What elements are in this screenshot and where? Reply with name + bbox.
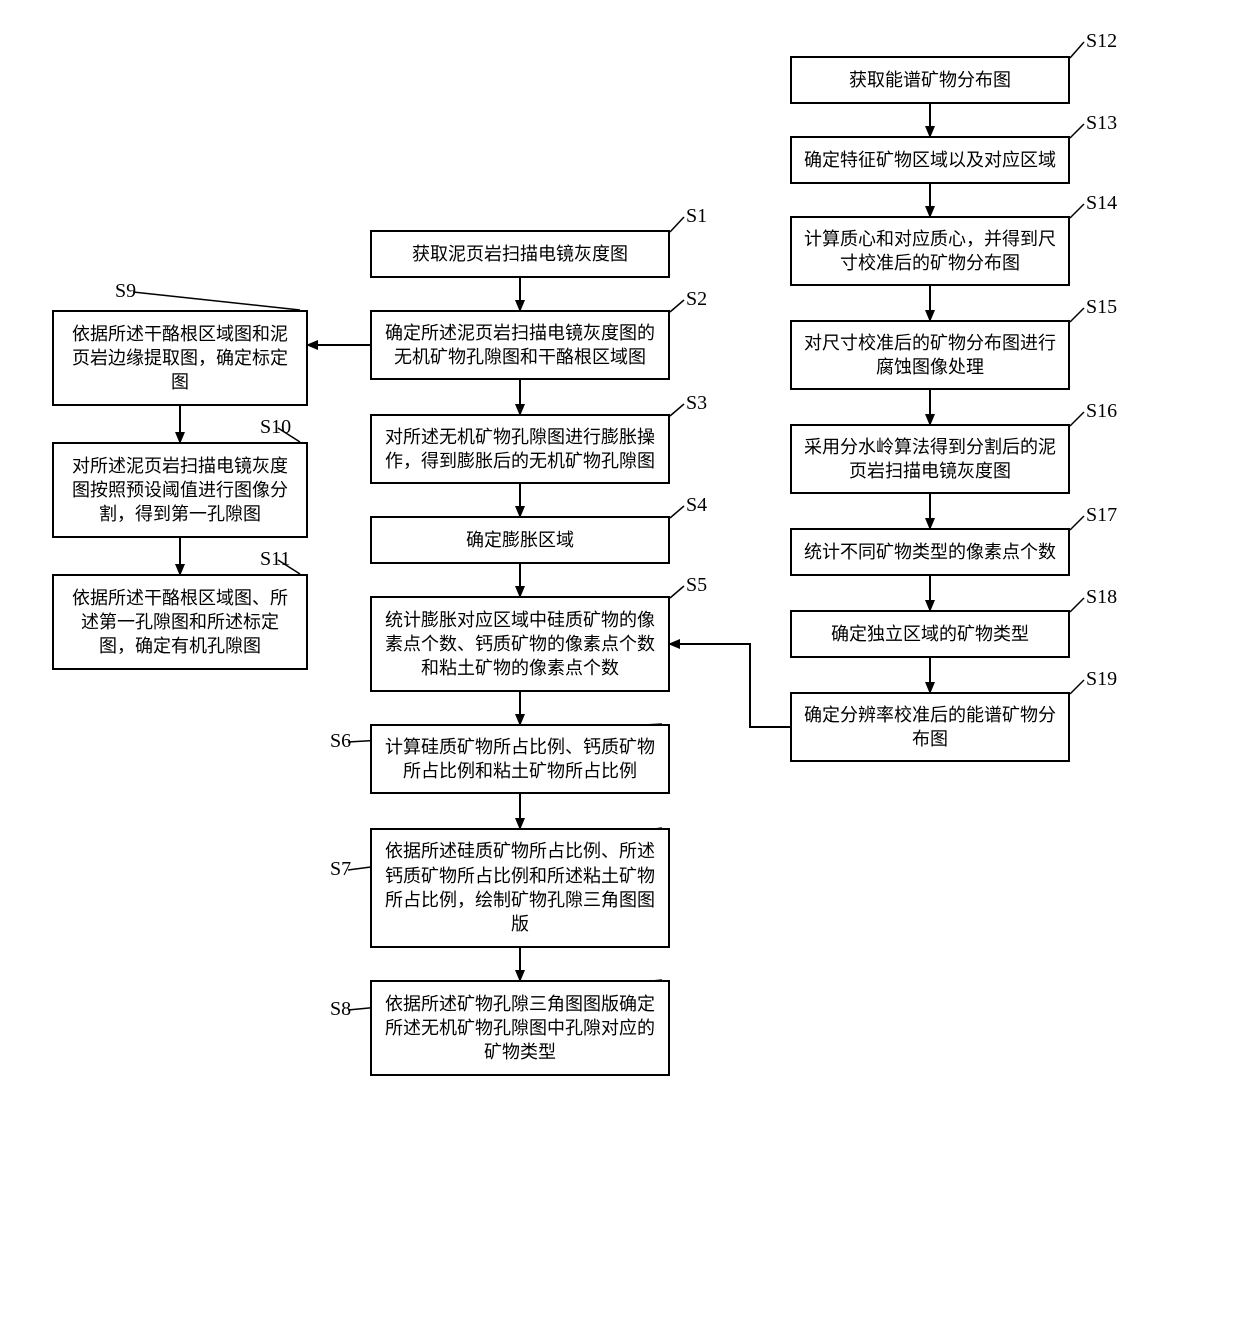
- step-label-s13: S13: [1086, 112, 1117, 135]
- step-label-s16: S16: [1086, 400, 1117, 423]
- flow-node-s1: 获取泥页岩扫描电镜灰度图: [370, 230, 670, 278]
- step-label-s12: S12: [1086, 30, 1117, 53]
- flow-node-s9: 依据所述干酪根区域图和泥页岩边缘提取图，确定标定图: [52, 310, 308, 406]
- step-label-s17: S17: [1086, 504, 1117, 527]
- step-label-s15: S15: [1086, 296, 1117, 319]
- flow-node-s13: 确定特征矿物区域以及对应区域: [790, 136, 1070, 184]
- step-label-s11: S11: [260, 548, 290, 571]
- flow-node-s16: 采用分水岭算法得到分割后的泥页岩扫描电镜灰度图: [790, 424, 1070, 494]
- step-label-s2: S2: [686, 288, 707, 311]
- flow-node-s5: 统计膨胀对应区域中硅质矿物的像素点个数、钙质矿物的像素点个数和粘土矿物的像素点个…: [370, 596, 670, 692]
- step-label-s3: S3: [686, 392, 707, 415]
- step-label-s4: S4: [686, 494, 707, 517]
- step-label-s8: S8: [330, 998, 351, 1021]
- step-label-s18: S18: [1086, 586, 1117, 609]
- flow-node-s6: 计算硅质矿物所占比例、钙质矿物所占比例和粘土矿物所占比例: [370, 724, 670, 794]
- step-label-s14: S14: [1086, 192, 1117, 215]
- flowchart-canvas: 获取泥页岩扫描电镜灰度图 S1 确定所述泥页岩扫描电镜灰度图的无机矿物孔隙图和干酪根…: [0, 0, 1240, 1322]
- flow-node-s3: 对所述无机矿物孔隙图进行膨胀操作，得到膨胀后的无机矿物孔隙图: [370, 414, 670, 484]
- flow-node-s7: 依据所述硅质矿物所占比例、所述钙质矿物所占比例和所述粘土矿物所占比例，绘制矿物孔…: [370, 828, 670, 948]
- flow-node-s18: 确定独立区域的矿物类型: [790, 610, 1070, 658]
- flow-node-s14: 计算质心和对应质心，并得到尺寸校准后的矿物分布图: [790, 216, 1070, 286]
- flow-node-s19: 确定分辨率校准后的能谱矿物分布图: [790, 692, 1070, 762]
- flow-node-s15: 对尺寸校准后的矿物分布图进行腐蚀图像处理: [790, 320, 1070, 390]
- flow-node-s10: 对所述泥页岩扫描电镜灰度图按照预设阈值进行图像分割，得到第一孔隙图: [52, 442, 308, 538]
- step-label-s5: S5: [686, 574, 707, 597]
- step-label-s6: S6: [330, 730, 351, 753]
- step-label-s7: S7: [330, 858, 351, 881]
- flow-node-s12: 获取能谱矿物分布图: [790, 56, 1070, 104]
- flow-node-s8: 依据所述矿物孔隙三角图图版确定所述无机矿物孔隙图中孔隙对应的矿物类型: [370, 980, 670, 1076]
- step-label-s10: S10: [260, 416, 291, 439]
- flow-node-s4: 确定膨胀区域: [370, 516, 670, 564]
- flow-node-s2: 确定所述泥页岩扫描电镜灰度图的无机矿物孔隙图和干酪根区域图: [370, 310, 670, 380]
- flow-node-s11: 依据所述干酪根区域图、所述第一孔隙图和所述标定图，确定有机孔隙图: [52, 574, 308, 670]
- step-label-s19: S19: [1086, 668, 1117, 691]
- step-label-s1: S1: [686, 205, 707, 228]
- flow-node-s17: 统计不同矿物类型的像素点个数: [790, 528, 1070, 576]
- step-label-s9: S9: [115, 280, 136, 303]
